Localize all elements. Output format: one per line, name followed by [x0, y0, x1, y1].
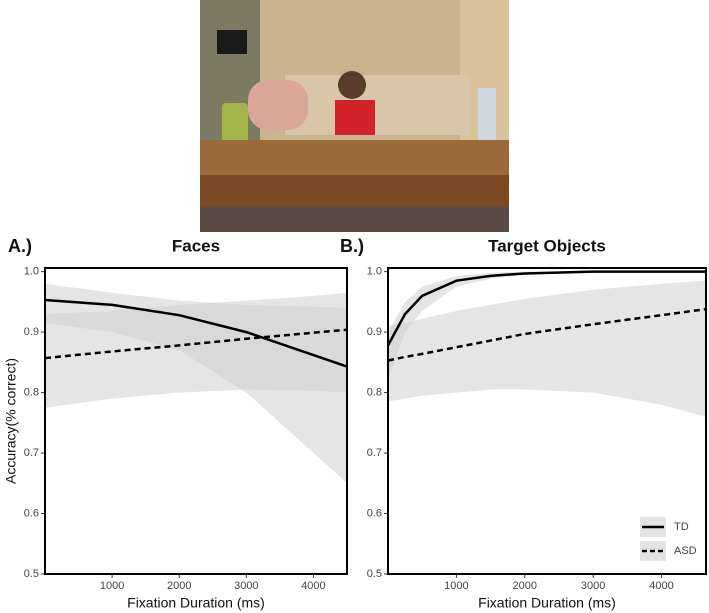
panel-label: A.) [8, 236, 32, 256]
y-tick-label: 1.0 [24, 266, 39, 278]
x-tick-label: 2000 [167, 580, 191, 592]
plot-frame [44, 267, 348, 575]
x-tick-label: 4000 [301, 580, 325, 592]
y-tick-label: 0.7 [24, 447, 39, 459]
x-axis-label: Fixation Duration (ms) [127, 595, 265, 611]
chart-title: Faces [172, 236, 220, 255]
y-tick-label: 0.6 [367, 507, 382, 519]
x-axis-label: Fixation Duration (ms) [478, 595, 616, 611]
confidence-band [45, 292, 347, 408]
y-tick-label: 0.9 [367, 326, 382, 338]
series-line [388, 270, 706, 347]
series-line [45, 328, 347, 360]
x-tick-label: 4000 [649, 580, 673, 592]
x-tick-label: 1000 [444, 580, 468, 592]
y-tick-label: 0.5 [367, 568, 382, 580]
y-tick-label: 0.5 [24, 568, 39, 580]
chart-title: Target Objects [488, 236, 606, 255]
y-tick-label: 1.0 [367, 266, 382, 278]
confidence-band [388, 280, 706, 417]
plot-frame [387, 267, 707, 575]
y-tick-label: 0.6 [24, 507, 39, 519]
x-tick-label: 3000 [581, 580, 605, 592]
y-axis-label: Accuracy(% correct) [3, 358, 19, 484]
series-line [388, 307, 706, 362]
legend-label: TD [674, 521, 689, 533]
photo [200, 0, 509, 232]
panel-label: B.) [340, 236, 364, 256]
y-tick-label: 0.8 [367, 386, 382, 398]
y-tick-label: 0.9 [24, 326, 39, 338]
y-tick-label: 0.7 [367, 447, 382, 459]
legend-label: ASD [674, 545, 697, 557]
x-tick-label: 3000 [234, 580, 258, 592]
series-line [45, 298, 347, 368]
y-tick-label: 0.8 [24, 386, 39, 398]
x-tick-label: 2000 [513, 580, 537, 592]
x-tick-label: 1000 [100, 580, 124, 592]
